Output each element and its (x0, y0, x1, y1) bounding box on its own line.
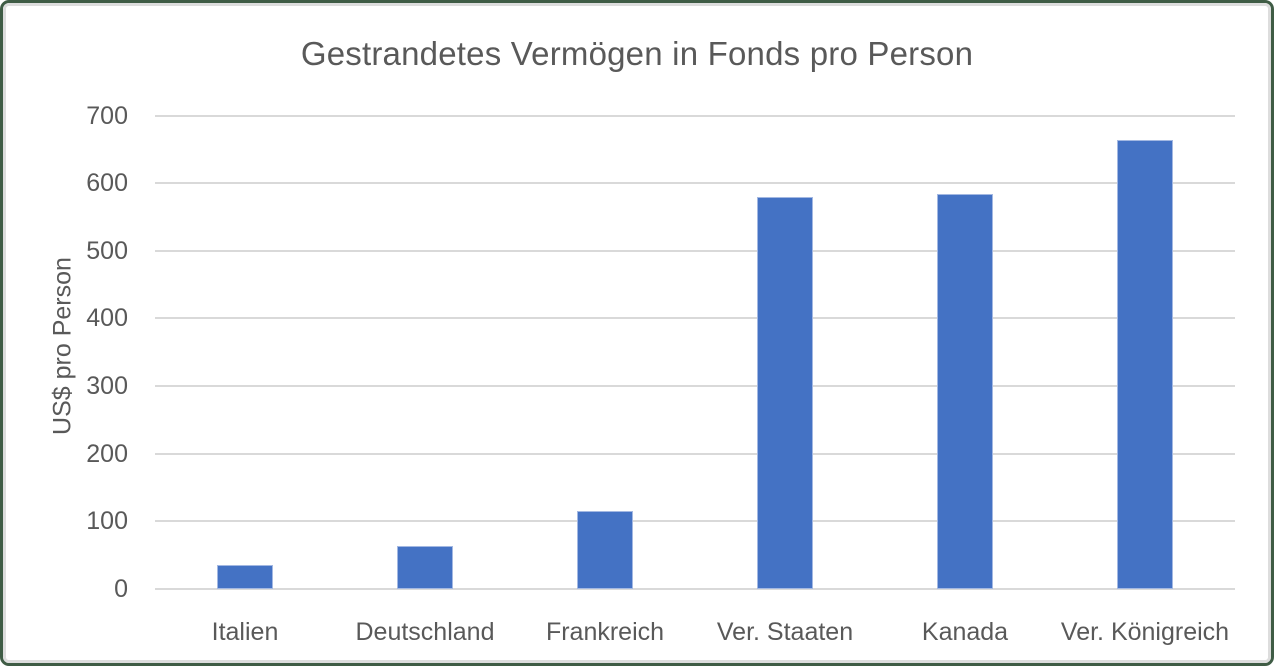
x-axis-label-ver-königreich: Ver. Königreich (1060, 618, 1230, 646)
gridline-300 (155, 385, 1235, 388)
gridline-100 (155, 520, 1235, 523)
gridline-400 (155, 317, 1235, 320)
bar-ver-staaten (757, 196, 813, 589)
y-tick-label-300: 300 (86, 372, 128, 401)
x-axis-label-kanada: Kanada (921, 618, 1009, 646)
gridline-600 (155, 182, 1235, 185)
gridline-200 (155, 452, 1235, 455)
x-axis-label-ver-staaten: Ver. Staaten (716, 618, 854, 646)
y-tick-label-700: 700 (86, 101, 128, 130)
gridline-700 (155, 114, 1235, 117)
y-tick-label-100: 100 (86, 507, 128, 536)
y-tick-label-200: 200 (86, 439, 128, 468)
chart-title: Gestrandetes Vermögen in Fonds pro Perso… (300, 35, 974, 72)
y-tick-label-600: 600 (86, 169, 128, 198)
gridline-0 (155, 588, 1235, 590)
x-axis-label-frankreich: Frankreich (545, 618, 665, 646)
bar-italien (217, 565, 273, 589)
gridline-500 (155, 249, 1235, 252)
y-tick-label-400: 400 (86, 304, 128, 333)
bar-ver-königreich (1117, 139, 1173, 589)
y-axis-title: US$ pro Person (48, 257, 77, 435)
bar-kanada (937, 193, 993, 589)
x-axis-label-deutschland: Deutschland (355, 618, 495, 646)
y-tick-label-500: 500 (86, 236, 128, 265)
x-axis-label-italien: Italien (211, 618, 279, 646)
bar-deutschland (397, 546, 453, 589)
chart-frame-ring: Gestrandetes Vermögen in Fonds pro Perso… (3, 3, 1271, 663)
chart-canvas: Gestrandetes Vermögen in Fonds pro Perso… (6, 6, 1268, 660)
bar-frankreich (577, 510, 633, 589)
y-tick-label-0: 0 (114, 575, 128, 603)
